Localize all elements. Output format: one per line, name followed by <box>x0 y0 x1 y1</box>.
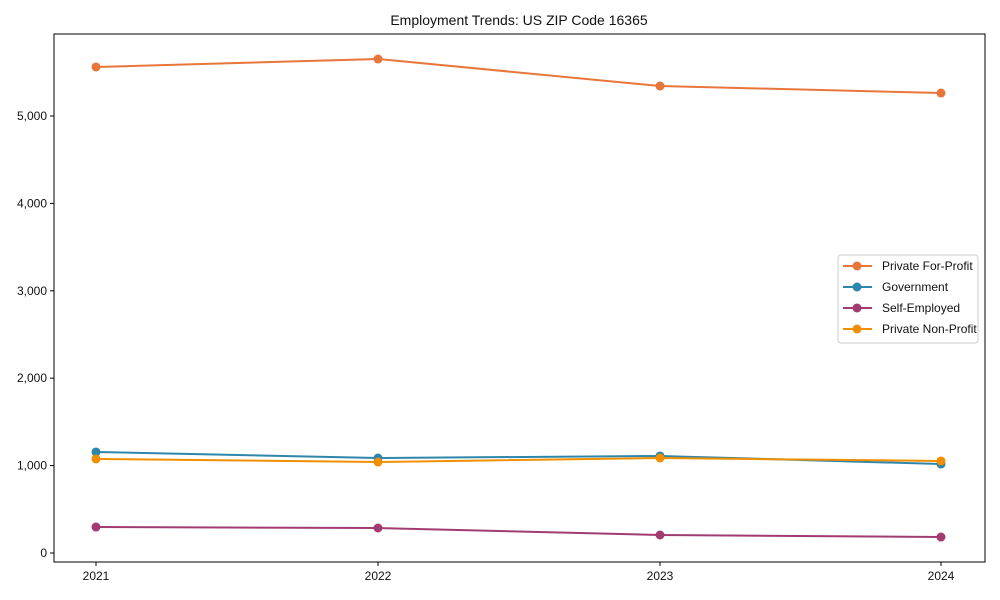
data-point-marker <box>373 523 383 533</box>
series-government <box>91 447 946 469</box>
series-line <box>95 526 942 539</box>
axes-frame <box>53 33 986 563</box>
series-line <box>95 450 942 466</box>
y-tick-label: 2,000 <box>17 371 47 385</box>
y-axis: 0 1,000 2,000 3,000 4,000 5,000 <box>17 109 54 560</box>
data-point-marker <box>655 530 665 540</box>
data-point-marker <box>936 532 946 542</box>
legend-label: Private Non-Profit <box>882 322 977 336</box>
x-tick-label: 2024 <box>928 569 955 583</box>
plot-area <box>91 54 946 542</box>
series-line <box>95 456 942 464</box>
legend-marker-icon <box>852 303 862 313</box>
data-point-marker <box>936 88 946 98</box>
data-point-marker <box>91 454 101 464</box>
series-self-employed <box>91 522 946 542</box>
y-tick-label: 0 <box>40 546 47 560</box>
x-axis: 2021 2022 2023 2024 <box>83 562 955 583</box>
legend-label: Government <box>882 280 949 294</box>
y-tick-label: 3,000 <box>17 284 47 298</box>
series-private-for-profit <box>91 54 946 98</box>
data-point-marker <box>91 447 101 457</box>
legend-item: Government <box>843 280 949 294</box>
series-line <box>95 58 942 95</box>
legend-marker-icon <box>852 324 862 334</box>
x-tick-label: 2021 <box>83 569 110 583</box>
data-point-marker <box>936 456 946 466</box>
legend-item: Self-Employed <box>843 301 960 315</box>
legend-box <box>837 254 979 344</box>
chart-title: Employment Trends: US ZIP Code 16365 <box>390 12 648 28</box>
legend: Private For-Profit Government Self-Employe… <box>837 254 979 344</box>
legend-marker-icon <box>852 282 862 292</box>
legend-label: Private For-Profit <box>882 259 973 273</box>
data-point-marker <box>91 62 101 72</box>
y-tick-label: 1,000 <box>17 459 47 473</box>
x-tick-label: 2023 <box>647 569 674 583</box>
legend-item: Private For-Profit <box>843 259 973 273</box>
y-tick-label: 5,000 <box>17 109 47 123</box>
data-point-marker <box>373 54 383 64</box>
y-tick-label: 4,000 <box>17 196 47 210</box>
data-point-marker <box>91 522 101 532</box>
legend-marker-icon <box>852 261 862 271</box>
data-point-marker <box>373 457 383 467</box>
x-tick-label: 2022 <box>365 569 392 583</box>
legend-item: Private Non-Profit <box>843 322 977 336</box>
data-point-marker <box>655 453 665 463</box>
legend-label: Self-Employed <box>882 301 960 315</box>
series-private-non-profit <box>91 453 946 467</box>
data-point-marker <box>655 81 665 91</box>
